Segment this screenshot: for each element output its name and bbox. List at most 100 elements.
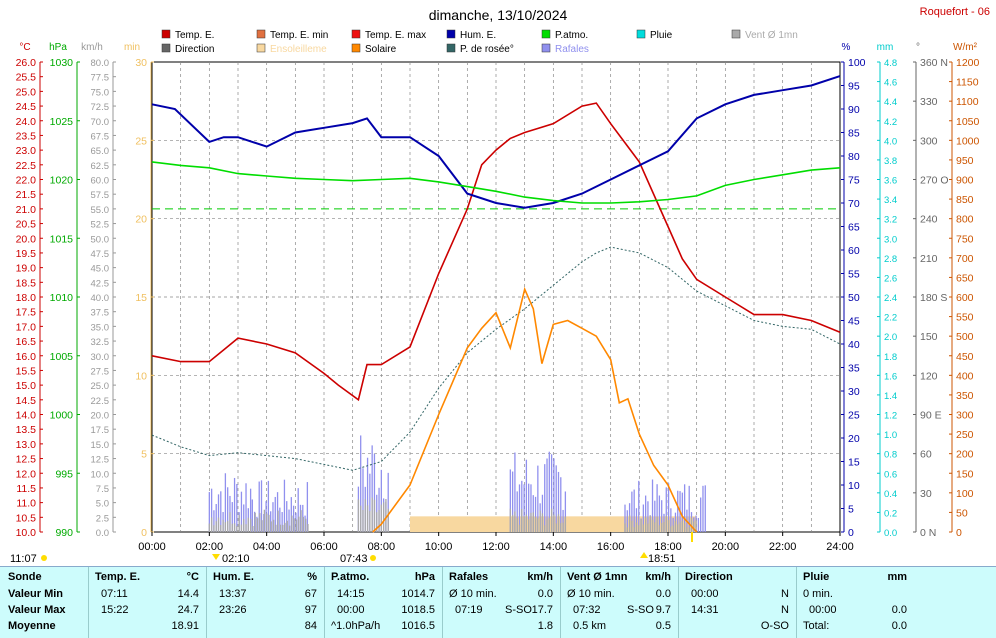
hum-min: 67 (304, 588, 317, 600)
wind-max: 9.7 (655, 604, 671, 616)
tick-label-min: 5 (141, 449, 147, 461)
grid (152, 62, 840, 532)
tick-label-hum: 5 (848, 504, 854, 516)
tick-label-solar: 150 (956, 468, 974, 480)
tick-label-solar: 400 (956, 370, 974, 382)
temp-max-time: 15:22 (101, 604, 129, 616)
tick-label-dir: 180 S (920, 292, 947, 304)
tick-label-solar: 700 (956, 253, 974, 265)
axis-unit-labels: °C hPa km/h min% mm ° W/m² (19, 42, 977, 53)
tick-label-temp: 19.5 (16, 248, 37, 260)
temp-min: 14.4 (177, 588, 199, 600)
tick-label-temp: 20.0 (16, 233, 37, 245)
tick-label-rain: 2.6 (884, 273, 897, 284)
stats-row-min: Valeur Min (8, 588, 64, 600)
tick-label-wind: 10.0 (91, 469, 110, 480)
stats-col-rain: Pluie mm 0 min. 00:00 0.0 Total: 0.0 (796, 567, 915, 638)
stats-unit-rain: mm (887, 571, 907, 583)
tick-label-min: 10 (135, 370, 147, 382)
tick-label-rain: 0.6 (884, 469, 897, 480)
tick-label-min: 20 (135, 214, 147, 226)
tick-label-solar: 850 (956, 194, 974, 206)
tick-label-rain: 4.0 (884, 136, 897, 147)
hum-avg: 84 (304, 620, 317, 632)
tick-label-rain: 2.2 (884, 313, 897, 324)
tick-label-wind: 77.5 (91, 73, 110, 84)
dir-max: N (781, 604, 789, 616)
tick-label-temp: 11.0 (16, 498, 36, 510)
stats-unit-temp: °C (186, 571, 199, 583)
tick-label-press: 1030 (50, 57, 74, 69)
tick-label-solar: 50 (956, 507, 968, 519)
tick-label-temp: 19.0 (16, 263, 37, 275)
tick-label-dir: 270 O (920, 175, 949, 187)
tick-label-temp: 10.0 (16, 527, 37, 539)
stats-header-dir: Direction (685, 571, 733, 583)
legend-label-1: Temp. E. min (270, 30, 328, 41)
tick-label-wind: 22.5 (91, 396, 110, 407)
tick-label-hum: 15 (848, 457, 860, 469)
statistics-panel: Sonde Valeur Min Valeur Max Moyenne Temp… (0, 566, 996, 638)
tick-label-solar: 450 (956, 351, 974, 363)
legend-label-0: Temp. E. (175, 30, 214, 41)
gust-max: 17.7 (531, 604, 553, 616)
dir-min: N (781, 588, 789, 600)
x-tick-label: 12:00 (482, 541, 510, 553)
rain-min-label: 0 min. (803, 588, 833, 600)
legend-label-7: Direction (175, 44, 214, 55)
station-name: Roquefort - 06 (920, 6, 990, 18)
unit-rain: mm (877, 42, 894, 53)
tick-label-wind: 40.0 (91, 293, 110, 304)
stats-col-hum: Hum. E.% 13:37 67 23:26 97 84 (206, 567, 325, 638)
tick-label-dir: 150 (920, 331, 938, 343)
stats-col-sonde: Sonde Valeur Min Valeur Max Moyenne (0, 567, 88, 638)
x-tick-label: 08:00 (368, 541, 396, 553)
tick-label-temp: 12.5 (16, 454, 37, 466)
stats-unit-hum: % (307, 571, 317, 583)
tick-label-dir: 240 (920, 214, 938, 226)
tick-label-temp: 11.5 (16, 483, 36, 495)
legend-label-4: P.atmo. (555, 30, 588, 41)
press-min: 1014.7 (401, 588, 435, 600)
tick-label-rain: 4.6 (884, 78, 897, 89)
rain-max-time: 00:00 (809, 604, 837, 616)
tick-label-temp: 12.0 (16, 468, 37, 480)
tick-label-temp: 15.5 (16, 365, 37, 377)
tick-label-wind: 35.0 (91, 322, 110, 333)
tick-label-wind: 55.0 (91, 205, 110, 216)
tick-label-temp: 25.0 (16, 86, 37, 98)
tick-label-min: 30 (135, 57, 147, 69)
tick-label-press: 1010 (50, 292, 74, 304)
axes: 10.0 10.5 11.0 11.5 12.0 12.5 13.0 13.5 14.0 14.5… (16, 57, 980, 539)
legend-swatch-5 (636, 29, 646, 39)
tick-label-wind: 50.0 (91, 234, 110, 245)
tick-label-press: 1020 (50, 175, 74, 187)
tick-label-temp: 18.5 (16, 277, 37, 289)
sun-left-time: 11:07 (10, 553, 37, 565)
tick-label-wind: 12.5 (91, 455, 110, 466)
tick-label-solar: 550 (956, 312, 974, 324)
tick-label-hum: 10 (848, 480, 860, 492)
unit-press: hPa (49, 42, 67, 53)
stats-header-wind: Vent Ø 1mn (567, 571, 628, 583)
tick-label-temp: 17.5 (16, 307, 37, 319)
tick-label-press: 1005 (50, 351, 74, 363)
sun-moon-markers: 11:07 02:10 07:43 18:51 (10, 532, 693, 565)
legend-label-3: Hum. E. (460, 30, 496, 41)
unit-temp: °C (19, 42, 30, 53)
tick-label-rain: 3.2 (884, 215, 897, 226)
tick-label-solar: 100 (956, 488, 974, 500)
tick-label-hum: 60 (848, 245, 860, 257)
wind-min-label: Ø 10 min. (567, 588, 615, 600)
stats-unit-gust: km/h (527, 571, 553, 583)
tick-label-min: 25 (135, 135, 147, 147)
tick-label-wind: 0.0 (96, 528, 109, 539)
tick-label-dir: 210 (920, 253, 938, 265)
tick-label-wind: 32.5 (91, 337, 110, 348)
stats-header-hum: Hum. E. (213, 571, 254, 583)
tick-label-dir: 360 N (920, 57, 948, 69)
hum-max: 97 (304, 604, 317, 616)
tick-label-temp: 24.5 (16, 101, 37, 113)
tick-label-wind: 80.0 (91, 58, 110, 69)
tick-label-hum: 20 (848, 433, 860, 445)
